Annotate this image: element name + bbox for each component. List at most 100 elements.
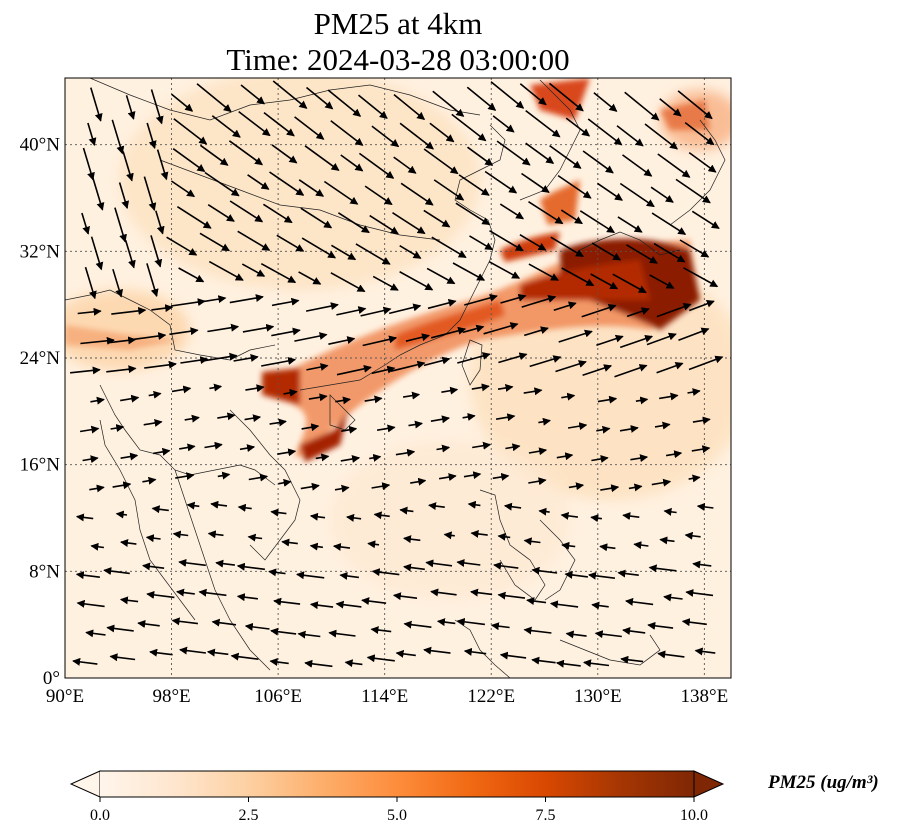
wind-arrow (687, 388, 701, 397)
wind-arrow (692, 416, 711, 425)
wind-arrow (151, 505, 169, 514)
wind-arrow (458, 174, 490, 196)
wind-arrow (125, 95, 136, 120)
wind-arrow (176, 206, 212, 229)
wind-arrow (335, 600, 362, 609)
wind-arrow (271, 144, 298, 164)
wind-arrow (650, 186, 674, 203)
wind-arrow (271, 297, 300, 307)
wind-arrow (647, 621, 674, 630)
wind-arrow (498, 352, 528, 364)
wind-arrow (238, 110, 271, 137)
wind-arrow (273, 597, 301, 606)
wind-arrow (373, 511, 390, 520)
wind-arrow (656, 362, 684, 374)
wind-arrow (694, 647, 716, 656)
wind-arrow (335, 396, 351, 405)
wind-arrow (591, 242, 622, 261)
wind-arrow (463, 647, 487, 656)
wind-arrow (538, 417, 551, 426)
colorbar-gradient (100, 771, 694, 797)
wind-arrow (431, 236, 467, 259)
wind-arrow (456, 617, 485, 626)
wind-arrow (675, 178, 711, 204)
wind-arrow (531, 656, 556, 665)
wind-arrow (390, 360, 426, 372)
wind-arrow (357, 94, 388, 119)
wind-arrow (80, 336, 115, 345)
wind-arrow (560, 511, 579, 520)
wind-arrow (403, 563, 425, 572)
wind-arrow (306, 363, 329, 371)
wind-arrow (171, 93, 194, 112)
wind-arrow (145, 534, 161, 543)
wind-arrow (567, 422, 588, 431)
wind-arrow (451, 113, 487, 142)
lat-tick-label: 16°N (20, 455, 61, 476)
wind-arrow (581, 303, 617, 318)
wind-arrow (528, 477, 547, 486)
wind-arrow (528, 447, 548, 456)
wind-arrow (120, 452, 139, 461)
wind-arrow (178, 558, 206, 567)
wind-arrow (430, 588, 457, 597)
wind-arrow (591, 601, 609, 610)
wind-arrow (110, 424, 125, 432)
wind-arrow (497, 383, 514, 392)
wind-arrow (429, 122, 455, 143)
wind-arrow (75, 513, 94, 522)
colorbar-title: PM25 (ug/m³) (768, 772, 879, 793)
wind-arrow (399, 245, 422, 259)
wind-arrow (648, 564, 677, 573)
wind-arrow (371, 568, 400, 577)
wind-arrow (336, 306, 367, 316)
wind-arrow (371, 482, 391, 491)
wind-arrow (651, 478, 672, 487)
wind-arrow (172, 530, 189, 539)
wind-arrow (619, 182, 655, 208)
wind-arrow (111, 306, 147, 315)
wind-arrow (169, 327, 199, 336)
wind-arrow (217, 412, 236, 421)
wind-arrow (146, 590, 175, 599)
wind-arrow (229, 200, 264, 223)
wind-arrow (591, 454, 609, 463)
lat-tick-label: 0° (43, 668, 60, 689)
wind-arrow (678, 327, 710, 341)
wind-arrow (430, 415, 450, 424)
wind-arrow (305, 302, 339, 312)
wind-arrow (228, 140, 264, 166)
wind-arrow (564, 570, 588, 579)
lat-tick-label: 8°N (29, 561, 60, 582)
colorbar-extend-high (693, 770, 725, 798)
wind-arrow (656, 303, 692, 318)
wind-arrow (583, 659, 610, 668)
wind-arrow (109, 336, 137, 345)
wind-arrow (143, 419, 163, 427)
wind-arrow (270, 508, 287, 517)
wind-arrow (369, 214, 399, 235)
wind-arrow (490, 622, 510, 631)
wind-arrow (166, 236, 198, 256)
wind-arrow (309, 512, 326, 521)
wind-arrow (423, 148, 459, 175)
wind-arrow (600, 484, 620, 493)
wind-arrow (426, 267, 456, 285)
wind-arrow (199, 232, 230, 252)
wind-arrow (464, 294, 498, 306)
wind-arrow (596, 182, 623, 201)
wind-arrow (492, 472, 510, 481)
wind-arrow (594, 630, 622, 639)
wind-arrow (323, 180, 359, 205)
wind-arrow (198, 588, 227, 597)
wind-arrow (430, 326, 467, 339)
wind-arrow (90, 542, 105, 551)
wind-arrow (217, 471, 231, 480)
wind-arrow (76, 599, 105, 608)
wind-arrow (304, 659, 333, 668)
wind-arrow (612, 273, 647, 294)
wind-arrow (614, 364, 648, 378)
wind-arrow (114, 207, 127, 243)
wind-arrow (334, 484, 350, 493)
